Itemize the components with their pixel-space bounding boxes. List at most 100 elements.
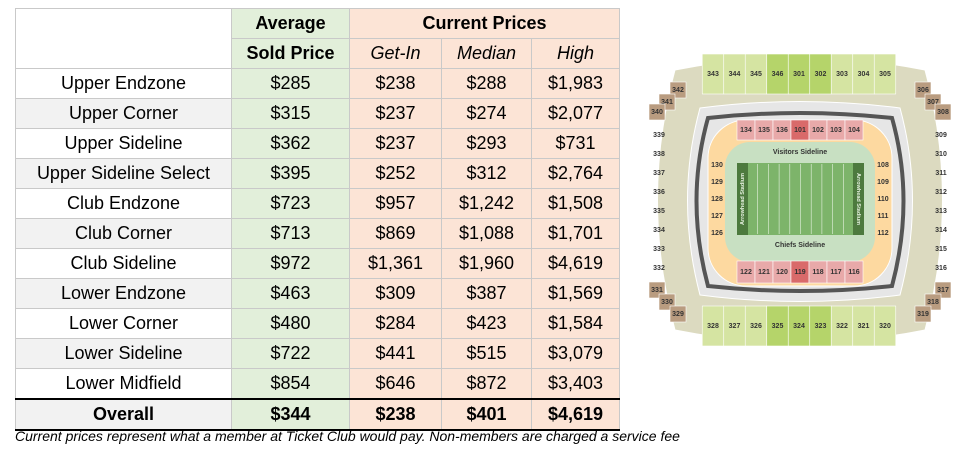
section-block[interactable] [844,260,864,284]
section-name: Upper Corner [15,98,232,129]
endzone-right [853,163,864,235]
corner-cell [15,8,232,69]
avg-price: $713 [231,218,350,249]
get-in-price: $441 [349,338,442,369]
high-price: $1,508 [531,188,620,219]
avg-price: $722 [231,338,350,369]
section-name: Club Endzone [15,188,232,219]
section-label: 328 [707,323,719,330]
section-label: 307 [927,99,939,106]
section-label: 345 [750,71,762,78]
section-label: 104 [848,127,860,134]
section-label: 121 [758,269,770,276]
get-in-price: $284 [349,308,442,339]
high-price: $1,983 [531,68,620,99]
avg-price: $972 [231,248,350,279]
section-label: 346 [772,71,784,78]
section-label: 117 [830,269,841,276]
section-name: Club Corner [15,218,232,249]
section-label: 311 [935,170,946,177]
section-label: 337 [653,170,665,177]
section-label: 332 [653,265,665,272]
section-label: 308 [937,109,949,116]
section-block[interactable] [669,305,687,323]
caption: Current prices represent what a member a… [15,428,680,444]
section-label: 129 [711,179,723,186]
high-price: $1,584 [531,308,620,339]
section-label: 316 [935,265,947,272]
section-label: 336 [653,189,665,196]
section-label: 108 [877,162,889,169]
section-label: 120 [776,269,788,276]
total-row: Overall $344 $238 $401 $4,619 [15,398,620,431]
high-price: $3,079 [531,338,620,369]
avg-price: $362 [231,128,350,159]
avg-header-line1: Average [231,8,350,39]
section-label: 320 [879,323,891,330]
section-label: 317 [937,287,949,294]
table-row: Club Corner $713 $869 $1,088 $1,701 [15,218,620,249]
section-block[interactable] [648,103,666,121]
median-header: Median [441,38,532,69]
section-label: 118 [812,269,823,276]
table-row: Lower Midfield $854 $646 $872 $3,403 [15,368,620,400]
high-price: $2,077 [531,98,620,129]
get-in-price: $869 [349,218,442,249]
section-label: 134 [740,127,752,134]
section-name: Upper Endzone [15,68,232,99]
section-label: 135 [758,127,770,134]
section-block[interactable] [873,53,897,95]
endzone-left [737,163,748,235]
price-table: Average Current Prices Sold Price Get-In… [15,8,620,431]
avg-price: $463 [231,278,350,309]
get-in-price: $237 [349,98,442,129]
section-label: 110 [877,196,888,203]
median-price: $872 [441,368,532,400]
median-price: $423 [441,308,532,339]
section-label: 126 [711,230,723,237]
section-block[interactable] [934,103,952,121]
section-label: 340 [651,109,663,116]
section-block[interactable] [844,119,864,141]
table-row: Club Endzone $723 $957 $1,242 $1,508 [15,188,620,219]
section-label: 119 [794,269,805,276]
avg-price: $344 [231,398,350,431]
median-price: $288 [441,68,532,99]
section-label: 342 [672,87,684,94]
table-row: Upper Sideline Select $395 $252 $312 $2,764 [15,158,620,189]
median-price: $1,960 [441,248,532,279]
section-label: 314 [935,227,947,234]
avg-price: $480 [231,308,350,339]
high-price: $2,764 [531,158,620,189]
get-in-header: Get-In [349,38,442,69]
section-label: 327 [729,323,741,330]
median-price: $312 [441,158,532,189]
table-row: Lower Endzone $463 $309 $387 $1,569 [15,278,620,309]
table-row: Lower Sideline $722 $441 $515 $3,079 [15,338,620,369]
section-label: 116 [848,269,859,276]
high-price: $4,619 [531,248,620,279]
section-label: 103 [830,127,842,134]
table-row: Lower Corner $480 $284 $423 $1,584 [15,308,620,339]
section-name: Lower Endzone [15,278,232,309]
stadium-seating-map: Visitors Sideline Chiefs Sideline 343 344… [648,53,952,347]
section-name: Upper Sideline Select [15,158,232,189]
section-block[interactable] [873,305,897,347]
get-in-price: $646 [349,368,442,400]
section-label: 341 [661,99,673,106]
section-label: 102 [812,127,824,134]
section-label: 330 [661,299,673,306]
section-label: 343 [707,71,719,78]
section-block[interactable] [914,305,932,323]
section-label: 334 [653,227,665,234]
avg-price: $395 [231,158,350,189]
section-label: 322 [836,323,848,330]
section-label: 335 [653,208,665,215]
get-in-price: $237 [349,128,442,159]
get-in-price: $238 [349,398,442,431]
avg-price: $723 [231,188,350,219]
avg-price: $285 [231,68,350,99]
section-label: 306 [917,87,929,94]
section-name: Upper Sideline [15,128,232,159]
section-name: Overall [15,398,232,431]
